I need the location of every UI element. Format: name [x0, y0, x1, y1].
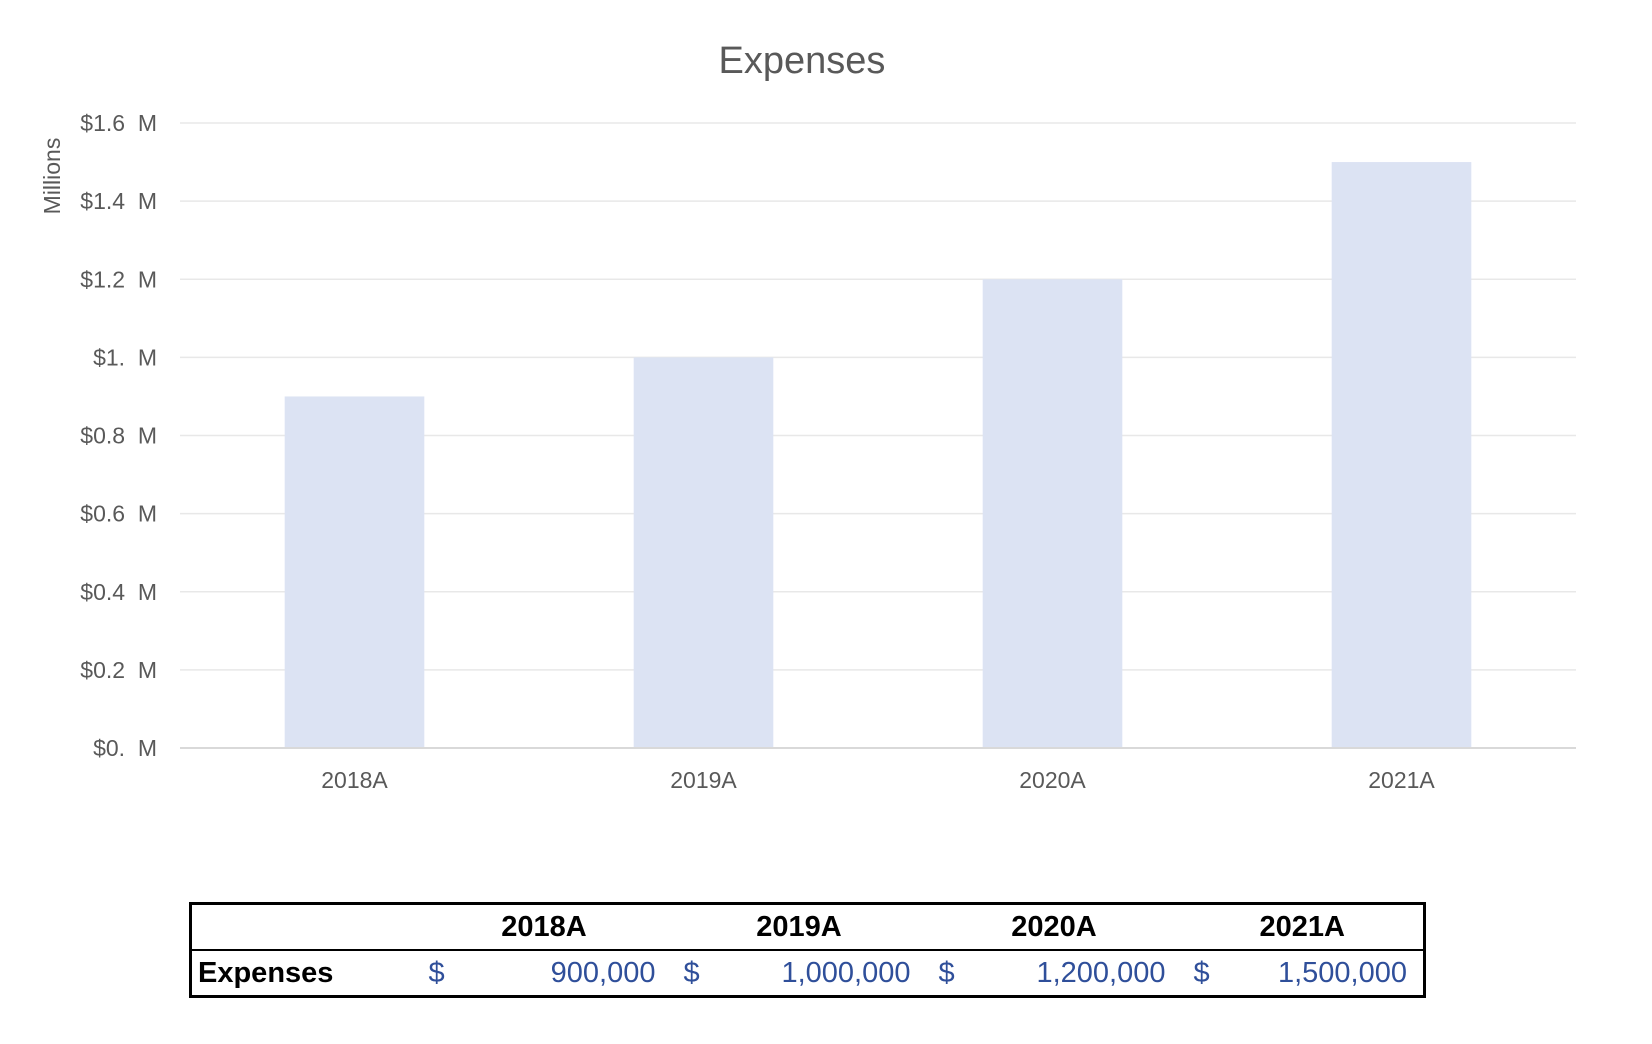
x-tick-label-2018A: 2018A: [321, 767, 388, 793]
y-tick-label: $0.6 M: [80, 501, 157, 527]
table-row-expenses: Expenses $ 900,000 $ 1,000,000 $ 1,200,0…: [191, 950, 1425, 997]
y-tick-label: $1.6 M: [80, 110, 157, 136]
y-axis-title: Millions: [39, 138, 65, 215]
bar-2020A: [982, 279, 1123, 748]
table-row-label: Expenses: [198, 956, 334, 989]
y-tick-label: $0. M: [93, 735, 157, 761]
bar-2018A: [284, 396, 425, 748]
expenses-bar-chart: Expenses Millions $0. M $0.2 M $0.4 M $0.6 …: [39, 40, 1576, 793]
amount-2020A: 1,200,000: [1036, 956, 1166, 989]
expenses-data-table: 2018A 2019A 2020A 2021A Expenses $ 900,0…: [189, 902, 1426, 998]
currency-symbol-2021A: $: [1193, 956, 1210, 989]
table-header-row: 2018A 2019A 2020A 2021A: [190, 903, 1425, 951]
amount-2021A: 1,500,000: [1277, 956, 1407, 989]
table-header-2019A: 2019A: [671, 903, 927, 951]
y-tick-label: $1. M: [93, 344, 157, 370]
bar-2021A: [1331, 162, 1472, 748]
bar-2019A: [633, 357, 774, 748]
chart-title: Expenses: [719, 40, 886, 82]
y-tick-labels: $0. M $0.2 M $0.4 M $0.6 M $0.8 M $1. M $1.2 M…: [80, 110, 157, 761]
bars: [284, 162, 1472, 748]
table-header-2021A: 2021A: [1181, 903, 1425, 951]
y-tick-label: $1.2 M: [80, 266, 157, 292]
x-tick-labels: 2018A 2019A 2020A 2021A: [321, 767, 1435, 793]
currency-symbol-2018A: $: [428, 956, 445, 989]
table-header-2020A: 2020A: [926, 903, 1182, 951]
x-tick-label-2020A: 2020A: [1019, 767, 1086, 793]
table-header-2018A: 2018A: [416, 903, 672, 951]
x-tick-label-2019A: 2019A: [670, 767, 737, 793]
y-tick-label: $0.4 M: [80, 579, 157, 605]
y-tick-label: $1.4 M: [80, 188, 157, 214]
y-tick-label: $0.2 M: [80, 657, 157, 683]
y-tick-label: $0.8 M: [80, 423, 157, 449]
currency-symbol-2019A: $: [683, 956, 700, 989]
table-corner-cell: [190, 903, 417, 951]
currency-symbol-2020A: $: [938, 956, 955, 989]
amount-2019A: 1,000,000: [781, 956, 911, 989]
amount-2018A: 900,000: [550, 956, 656, 989]
x-tick-label-2021A: 2021A: [1368, 767, 1435, 793]
